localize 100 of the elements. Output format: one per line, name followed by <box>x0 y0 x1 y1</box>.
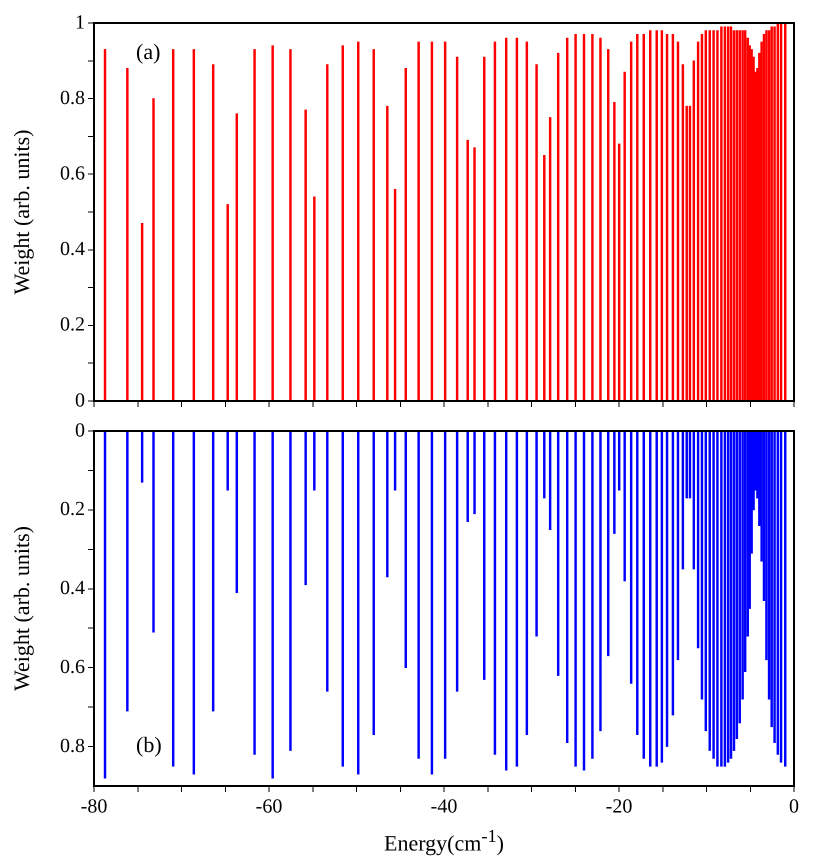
bar <box>682 431 684 570</box>
bar <box>304 110 307 401</box>
bar <box>720 26 723 401</box>
bar <box>776 23 780 401</box>
bar <box>623 72 626 401</box>
bar <box>404 68 407 401</box>
bar <box>342 431 344 767</box>
bar <box>700 34 704 401</box>
bar <box>504 431 508 771</box>
bar <box>140 431 144 483</box>
bar <box>556 52 560 401</box>
bar <box>357 42 360 401</box>
bar <box>672 34 674 401</box>
bar <box>738 30 741 401</box>
bar <box>483 56 486 401</box>
bar <box>543 431 546 498</box>
bar <box>271 45 274 401</box>
bar <box>456 56 458 401</box>
bar <box>556 431 560 676</box>
bar <box>126 431 129 712</box>
bar <box>744 30 746 401</box>
bar <box>636 34 639 401</box>
annotation: (b) <box>136 732 162 757</box>
bar <box>526 42 528 401</box>
bar <box>780 23 782 401</box>
y-tick-label: 0.4 <box>60 238 85 260</box>
bar <box>342 45 344 401</box>
bar <box>394 188 396 401</box>
y-tick-label: 0.2 <box>60 498 85 520</box>
y-tick-label: 0.4 <box>60 577 85 600</box>
bar <box>192 431 196 774</box>
bar <box>140 223 144 401</box>
bar <box>326 64 329 401</box>
bar <box>724 26 726 401</box>
bar <box>226 204 229 401</box>
bar <box>548 431 552 530</box>
bar <box>535 431 538 636</box>
bar <box>736 30 738 401</box>
bar <box>660 431 664 763</box>
bar <box>483 431 486 680</box>
bar <box>574 431 577 767</box>
y-tick-label: 0.2 <box>60 314 85 336</box>
bar <box>591 431 594 759</box>
bar <box>516 431 518 767</box>
bar <box>372 431 375 736</box>
x-tick-label: -60 <box>256 795 282 818</box>
bar <box>104 49 106 401</box>
bar <box>394 431 396 490</box>
bar <box>126 68 129 401</box>
bar <box>313 431 316 490</box>
bar <box>599 38 602 401</box>
bar <box>630 42 632 401</box>
bar <box>386 431 389 578</box>
bar <box>271 431 274 778</box>
x-tick-label: -20 <box>606 795 632 818</box>
x-axis-title: Energy(cm$^{-1}$) <box>383 826 505 856</box>
bar <box>607 431 610 656</box>
bar <box>516 38 518 401</box>
bar <box>566 38 568 401</box>
y-axis-title: Weight (arb. units) <box>8 526 34 692</box>
bar <box>548 117 552 401</box>
bar <box>642 34 645 401</box>
bar <box>768 30 770 401</box>
bar <box>676 42 680 401</box>
bar <box>289 431 292 751</box>
bar <box>724 431 726 767</box>
bar <box>607 49 610 401</box>
bar <box>770 26 773 401</box>
bar <box>372 49 375 401</box>
x-tick-label: 0 <box>789 795 799 818</box>
bar <box>649 431 652 767</box>
bar <box>726 26 730 401</box>
bar <box>630 431 632 684</box>
bar <box>716 431 719 767</box>
bar <box>773 26 776 401</box>
bar <box>692 60 696 401</box>
bar <box>236 113 238 401</box>
bar <box>289 49 292 401</box>
bar <box>430 42 434 401</box>
y-tick-label: 0.8 <box>60 734 85 757</box>
bar <box>660 30 664 401</box>
bar <box>404 431 407 668</box>
y-tick-label: 0.6 <box>60 656 85 678</box>
bar <box>253 49 256 401</box>
bar <box>649 30 652 401</box>
bar <box>636 431 639 736</box>
bar <box>172 49 174 401</box>
bar <box>676 431 680 660</box>
bar <box>618 431 620 490</box>
bar <box>784 23 786 401</box>
bar <box>666 34 668 401</box>
bar <box>526 431 528 736</box>
bar <box>104 431 106 778</box>
bar <box>494 42 496 401</box>
annotation: (a) <box>136 38 160 64</box>
y-tick-label: 1 <box>75 11 85 34</box>
bar <box>236 431 238 594</box>
bar <box>732 30 736 401</box>
bar <box>692 431 696 570</box>
bar <box>726 431 730 763</box>
